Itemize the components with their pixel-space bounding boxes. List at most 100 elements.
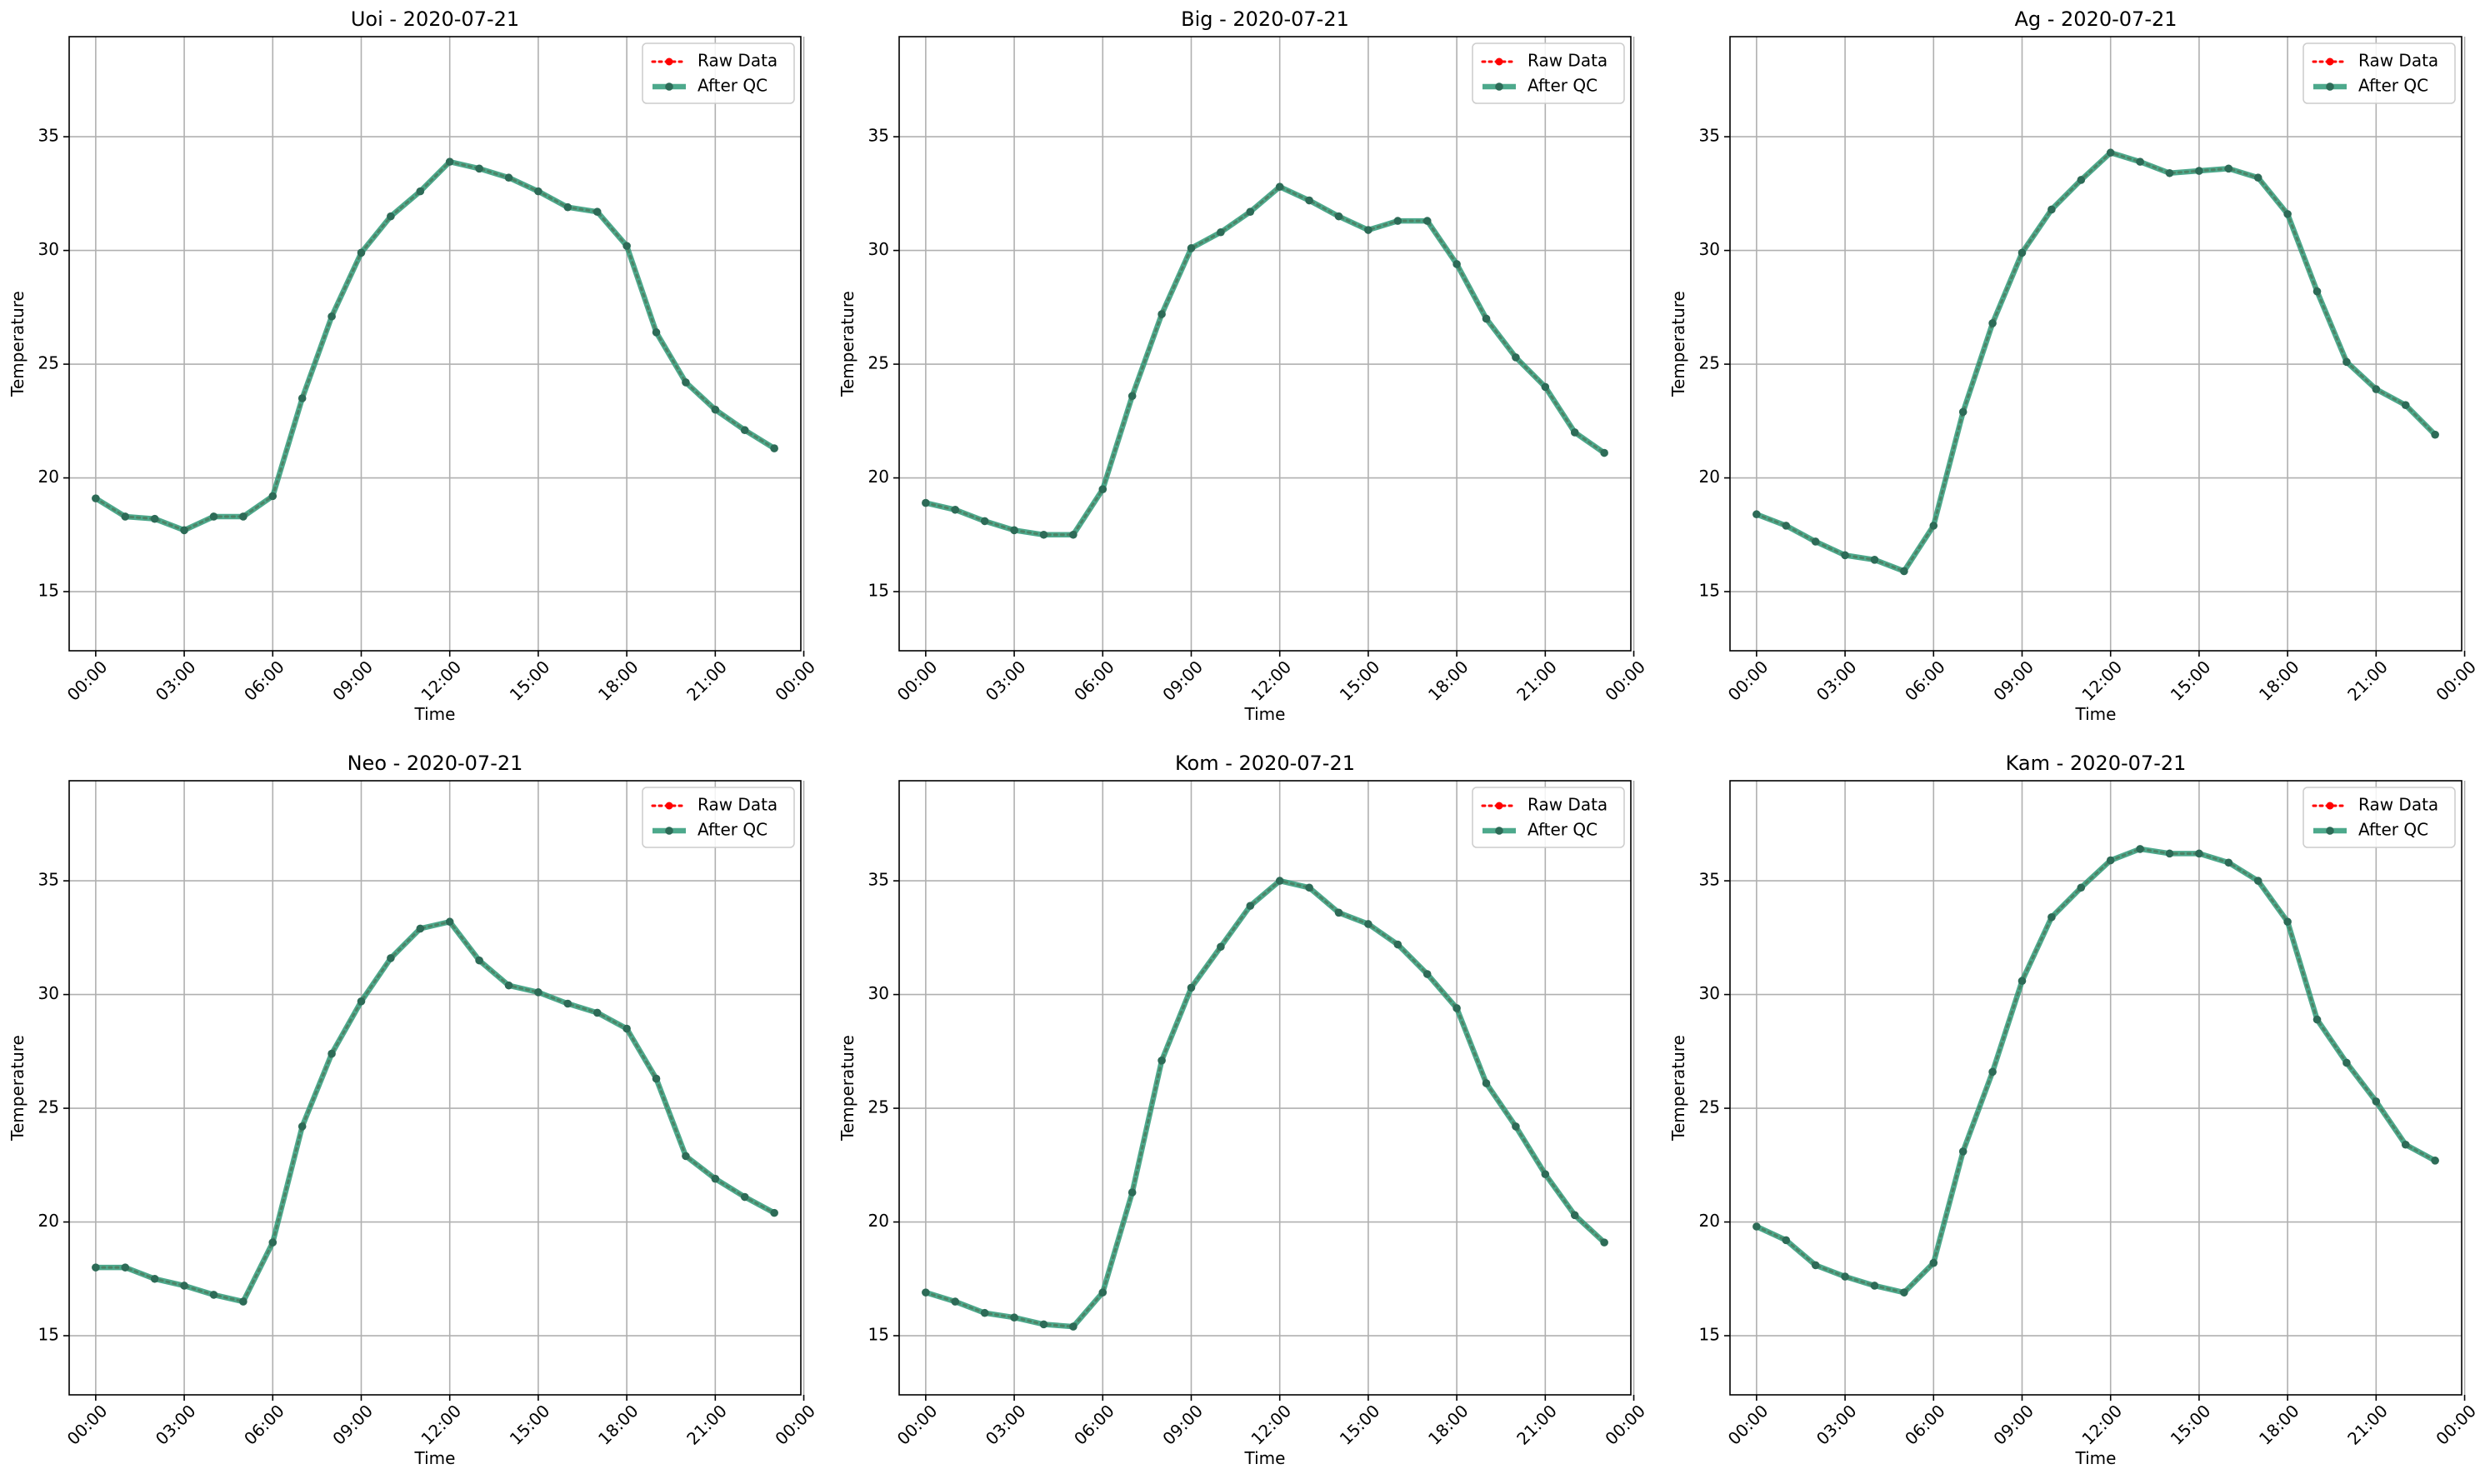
y-tick-label: 20 xyxy=(1699,467,1720,487)
x-tick-label: 00:00 xyxy=(893,1401,942,1449)
after-qc-point xyxy=(1158,1056,1166,1065)
y-tick-label: 20 xyxy=(38,1211,59,1231)
after-qc-point xyxy=(2048,205,2056,214)
after-qc-point xyxy=(2195,849,2203,858)
x-tick-label: 18:00 xyxy=(2255,1401,2303,1449)
legend: Raw Data After QC xyxy=(642,787,795,848)
after-qc-point xyxy=(298,394,307,402)
after-qc-point xyxy=(951,1297,960,1306)
x-tick-label: 18:00 xyxy=(2255,657,2303,705)
legend-label-raw-data: Raw Data xyxy=(1528,795,1608,815)
x-tick-label: 00:00 xyxy=(63,657,112,705)
after-qc-point xyxy=(2372,385,2381,393)
after-qc-point xyxy=(209,1291,218,1299)
after-qc-point xyxy=(1870,556,1879,564)
x-tick-label: 03:00 xyxy=(982,657,1030,705)
x-tick-label: 00:00 xyxy=(63,1401,112,1449)
after-qc-point xyxy=(328,312,336,321)
chart-title: Uoi - 2020-07-21 xyxy=(351,7,519,31)
legend-marker-raw-data xyxy=(665,802,673,810)
legend-label-raw-data: Raw Data xyxy=(2358,51,2438,71)
plot-area xyxy=(1729,780,2462,1396)
after-qc-point xyxy=(92,1263,100,1272)
y-tick-label: 35 xyxy=(1699,870,1720,890)
after-qc-point xyxy=(2342,1058,2351,1067)
after-qc-point xyxy=(2224,858,2233,867)
after-qc-point xyxy=(1422,217,1432,225)
after-qc-point xyxy=(2431,430,2439,439)
after-qc-point xyxy=(1393,940,1402,949)
after-qc-point xyxy=(1039,530,1048,539)
x-axis-label: Time xyxy=(2075,1448,2117,1468)
after-qc-point xyxy=(1600,448,1608,457)
after-qc-point xyxy=(416,187,425,196)
after-qc-point xyxy=(328,1049,336,1058)
x-tick-label: 18:00 xyxy=(1424,657,1472,705)
after-qc-point xyxy=(1334,908,1343,917)
x-tick-label: 09:00 xyxy=(1158,1401,1207,1449)
after-qc-point xyxy=(2253,877,2262,885)
legend-marker-raw-data xyxy=(2326,802,2334,810)
after-qc-point xyxy=(1870,1282,1879,1290)
series-line-raw-data xyxy=(94,160,776,532)
x-tick-label: 09:00 xyxy=(328,657,377,705)
x-tick-label: 06:00 xyxy=(240,657,288,705)
after-qc-point xyxy=(504,173,513,182)
after-qc-point xyxy=(2283,210,2292,218)
after-qc-point xyxy=(951,505,960,514)
y-axis-label: Temperature xyxy=(8,1035,28,1142)
after-qc-point xyxy=(2253,173,2262,182)
after-qc-point xyxy=(592,1008,602,1017)
legend-label-after-qc: After QC xyxy=(2358,820,2428,840)
after-qc-point xyxy=(1512,353,1520,362)
after-qc-point xyxy=(2401,1140,2410,1149)
after-qc-point xyxy=(563,202,572,212)
after-qc-point xyxy=(1158,310,1166,318)
legend-marker-after-qc xyxy=(2326,827,2334,835)
x-tick-label: 09:00 xyxy=(1989,1401,2038,1449)
after-qc-point xyxy=(2136,157,2144,166)
after-qc-point xyxy=(1128,1188,1137,1197)
series-line-after-qc xyxy=(924,877,1607,1330)
after-qc-point xyxy=(2372,1097,2381,1106)
legend: Raw Data After QC xyxy=(2302,787,2456,848)
x-tick-label: 21:00 xyxy=(682,657,731,705)
after-qc-point xyxy=(1069,1322,1078,1331)
y-axis-label: Temperature xyxy=(1668,1035,1688,1142)
after-qc-point xyxy=(2077,883,2086,892)
after-qc-point xyxy=(1275,877,1284,885)
y-tick-label: 35 xyxy=(868,126,889,146)
plot-area xyxy=(898,780,1632,1396)
x-tick-label: 12:00 xyxy=(2078,1401,2127,1449)
after-qc-point xyxy=(2048,912,2056,922)
legend-marker-after-qc xyxy=(1495,827,1503,835)
y-tick-label: 30 xyxy=(1699,983,1720,1003)
after-qc-point xyxy=(1098,1288,1108,1297)
after-qc-point xyxy=(1364,920,1372,928)
after-qc-point xyxy=(770,1208,778,1217)
y-tick-label: 25 xyxy=(868,353,889,373)
chart-panel: 00:00 03:00 06:00 09:00 12:00 15:00 18:00 21:00… xyxy=(1668,752,2480,1468)
y-tick-label: 25 xyxy=(1699,353,1720,373)
after-qc-point xyxy=(1039,1320,1048,1329)
x-tick-label: 09:00 xyxy=(1158,657,1207,705)
legend-label-raw-data: Raw Data xyxy=(698,51,778,71)
after-qc-point xyxy=(1752,510,1761,519)
after-qc-point xyxy=(1541,382,1550,392)
after-qc-point xyxy=(1929,1258,1938,1267)
after-qc-point xyxy=(1452,260,1461,268)
after-qc-point xyxy=(1246,207,1255,216)
after-qc-point xyxy=(2342,357,2351,367)
plot-area xyxy=(1729,36,2462,652)
after-qc-point xyxy=(1098,485,1108,493)
after-qc-point xyxy=(2018,248,2027,257)
x-tick-label: 00:00 xyxy=(1724,1401,1772,1449)
y-tick-label: 30 xyxy=(38,983,59,1003)
after-qc-point xyxy=(2401,401,2410,410)
series-line-raw-data xyxy=(1755,847,2437,1294)
x-tick-label: 21:00 xyxy=(2343,657,2392,705)
series-line-after-qc xyxy=(1755,846,2437,1296)
x-tick-label: 21:00 xyxy=(1512,657,1561,705)
after-qc-point xyxy=(1988,1067,1997,1077)
x-tick-label: 18:00 xyxy=(1424,1401,1472,1449)
